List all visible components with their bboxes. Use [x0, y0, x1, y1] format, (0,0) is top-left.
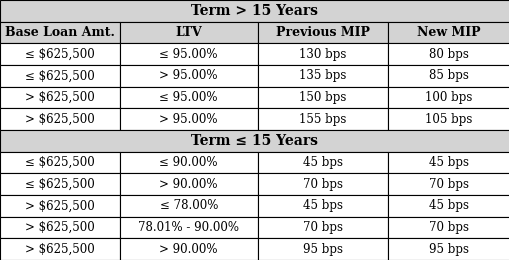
- Text: 70 bps: 70 bps: [428, 221, 468, 234]
- Text: 155 bps: 155 bps: [298, 113, 346, 126]
- Bar: [120, 108, 257, 130]
- Text: ≤ $625,500: ≤ $625,500: [25, 48, 95, 61]
- Text: Base Loan Amt.: Base Loan Amt.: [5, 26, 115, 39]
- Bar: [0, 43, 120, 65]
- Text: > $625,500: > $625,500: [25, 113, 95, 126]
- Text: 45 bps: 45 bps: [428, 199, 468, 212]
- Bar: [387, 43, 509, 65]
- Bar: [0, 217, 120, 238]
- Bar: [257, 43, 387, 65]
- Bar: [0, 152, 120, 173]
- Bar: [120, 43, 257, 65]
- Text: 95 bps: 95 bps: [428, 243, 468, 256]
- Text: ≤ 95.00%: ≤ 95.00%: [159, 91, 217, 104]
- Bar: [387, 238, 509, 260]
- Text: LTV: LTV: [175, 26, 202, 39]
- Bar: [387, 65, 509, 87]
- Bar: [387, 195, 509, 217]
- Bar: [0, 173, 120, 195]
- Bar: [257, 152, 387, 173]
- Text: ≤ $625,500: ≤ $625,500: [25, 178, 95, 191]
- Bar: [0, 65, 120, 87]
- Bar: [0, 0, 509, 22]
- Bar: [387, 108, 509, 130]
- Bar: [387, 22, 509, 43]
- Bar: [387, 217, 509, 238]
- Text: ≤ 78.00%: ≤ 78.00%: [159, 199, 217, 212]
- Bar: [0, 87, 120, 108]
- Bar: [0, 238, 120, 260]
- Text: > $625,500: > $625,500: [25, 221, 95, 234]
- Text: 130 bps: 130 bps: [298, 48, 346, 61]
- Text: 105 bps: 105 bps: [425, 113, 471, 126]
- Text: 70 bps: 70 bps: [302, 221, 342, 234]
- Bar: [387, 87, 509, 108]
- Text: 85 bps: 85 bps: [428, 69, 468, 82]
- Bar: [120, 217, 257, 238]
- Bar: [257, 22, 387, 43]
- Bar: [257, 87, 387, 108]
- Bar: [120, 22, 257, 43]
- Text: Term > 15 Years: Term > 15 Years: [191, 4, 318, 18]
- Bar: [257, 195, 387, 217]
- Bar: [0, 130, 509, 152]
- Text: 45 bps: 45 bps: [428, 156, 468, 169]
- Text: 135 bps: 135 bps: [298, 69, 346, 82]
- Bar: [257, 65, 387, 87]
- Text: 95 bps: 95 bps: [302, 243, 342, 256]
- Bar: [120, 238, 257, 260]
- Bar: [257, 238, 387, 260]
- Text: 70 bps: 70 bps: [302, 178, 342, 191]
- Text: > $625,500: > $625,500: [25, 243, 95, 256]
- Bar: [120, 152, 257, 173]
- Bar: [120, 173, 257, 195]
- Text: > $625,500: > $625,500: [25, 199, 95, 212]
- Bar: [0, 108, 120, 130]
- Bar: [0, 195, 120, 217]
- Bar: [120, 87, 257, 108]
- Text: > $625,500: > $625,500: [25, 91, 95, 104]
- Bar: [257, 217, 387, 238]
- Bar: [257, 108, 387, 130]
- Text: 45 bps: 45 bps: [302, 156, 342, 169]
- Text: 70 bps: 70 bps: [428, 178, 468, 191]
- Text: 78.01% - 90.00%: 78.01% - 90.00%: [138, 221, 239, 234]
- Text: > 90.00%: > 90.00%: [159, 243, 217, 256]
- Text: ≤ 95.00%: ≤ 95.00%: [159, 48, 217, 61]
- Text: > 95.00%: > 95.00%: [159, 113, 217, 126]
- Text: 100 bps: 100 bps: [425, 91, 471, 104]
- Text: Term ≤ 15 Years: Term ≤ 15 Years: [191, 134, 318, 148]
- Bar: [0, 22, 120, 43]
- Bar: [120, 65, 257, 87]
- Text: 45 bps: 45 bps: [302, 199, 342, 212]
- Bar: [257, 173, 387, 195]
- Text: 80 bps: 80 bps: [428, 48, 468, 61]
- Text: ≤ $625,500: ≤ $625,500: [25, 156, 95, 169]
- Bar: [387, 173, 509, 195]
- Text: Previous MIP: Previous MIP: [275, 26, 369, 39]
- Text: New MIP: New MIP: [416, 26, 479, 39]
- Bar: [387, 152, 509, 173]
- Text: 150 bps: 150 bps: [298, 91, 346, 104]
- Text: ≤ 90.00%: ≤ 90.00%: [159, 156, 217, 169]
- Bar: [120, 195, 257, 217]
- Text: > 90.00%: > 90.00%: [159, 178, 217, 191]
- Text: > 95.00%: > 95.00%: [159, 69, 217, 82]
- Text: ≤ $625,500: ≤ $625,500: [25, 69, 95, 82]
